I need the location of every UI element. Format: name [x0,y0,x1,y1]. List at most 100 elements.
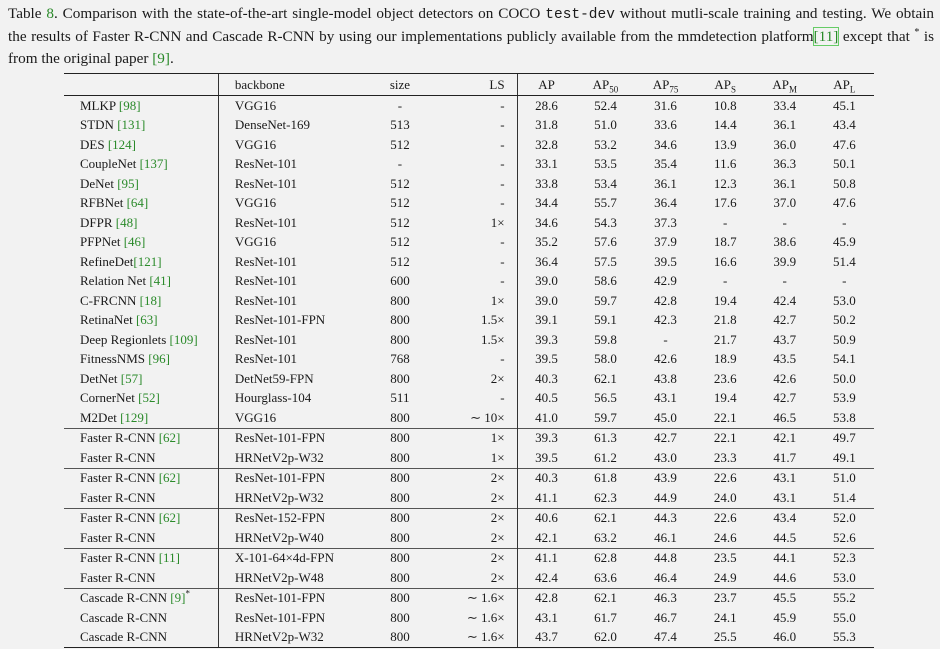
cell-method: Faster R-CNN [62] [64,507,219,528]
cell-method: Faster R-CNN [64,448,218,468]
table-row: DeNet [95] ResNet-101 512-33.8 53.4 36.1 12.3… [64,174,874,194]
method-citation[interactable]: [98] [118,97,141,113]
method-name: Faster R-CNN [80,569,156,585]
cell-ap75: 42.7 [635,427,696,448]
cell-ls: - [500,273,505,289]
method-citation[interactable]: [52] [138,390,160,406]
cell-method: CornerNet [52] [64,389,218,409]
method-name: Faster R-CNN [80,510,159,526]
cell-ls: 2× [490,370,505,386]
method-name: C-FRCNN [80,292,140,308]
cell-method: DFPR [48] [64,213,218,233]
cell-method: RFBNet [64] [64,194,218,214]
header-aps-label: AP [714,76,731,92]
cell-backbone: ResNet-101-FPN [217,467,368,488]
method-citation[interactable]: [109] [169,331,198,347]
method-name: Cascade R-CNN [80,629,168,645]
cell-apl: 50.2 [832,312,856,328]
table-row: DFPR [48] ResNet-101 512 1× 34.6 54.3 37.3- - - [64,213,874,233]
method-name: Faster R-CNN [80,529,156,545]
cell-ap75: 43.9 [635,467,696,488]
cell-method: Cascade R-CNN [9]* [64,587,219,608]
method-citation[interactable]: [9] [170,590,186,606]
caption-table-number[interactable]: 8 [46,5,54,22]
method-citation[interactable]: [64] [126,195,149,211]
cell-backbone: X-101-64×4d-FPN [217,547,368,568]
header-apl: APL [814,73,874,96]
header-apl-label: AP [833,76,850,92]
cell-ap75: 39.5 [654,253,677,269]
table-row: C-FRCNN [18] ResNet-101 800 1× 39.0 59.7 42.8 1… [64,291,874,311]
cell-size: 800 [390,569,410,585]
method-citation[interactable]: [131] [117,117,146,133]
method-citation[interactable]: [57] [120,370,143,386]
cell-ap: 31.8 [516,115,576,135]
cell-apm: 43.5 [773,351,797,367]
cell-ap: 34.4 [516,193,576,213]
cell-backbone: ResNet-101 [217,291,368,311]
table-row: STDN [131] DenseNet-169 513-31.8 51.0 33.6 14… [64,115,874,135]
cell-ls: - [500,175,505,191]
cell-ap: 40.3 [516,467,576,488]
method-citation[interactable]: [18] [139,292,162,308]
cell-ap75: 37.9 [654,234,677,250]
cell-ls: ∼ 1.6× [466,609,505,625]
method-citation[interactable]: [121] [133,253,162,269]
method-citation[interactable]: [11] [158,550,180,566]
cell-size: 512 [390,175,410,191]
cell-backbone: ResNet-101 [217,271,368,291]
cell-ap50: 62.0 [575,627,636,648]
method-citation[interactable]: [96] [148,351,170,367]
cell-aps: 22.1 [695,427,755,448]
method-name: STDN [80,117,118,133]
cell-ls: 1.5× [481,312,505,328]
cell-ap75: 42.8 [654,292,677,308]
table-row: DetNet [57] DetNet59-FPN 800 2× 40.3 62.1 43.8… [64,369,874,389]
header-aps: APS [695,73,755,96]
cell-apl: 45.9 [832,234,856,250]
cell-apl: - [842,214,847,230]
header-ap50: AP50 [575,73,636,96]
cell-ls: - [500,351,505,367]
cell-apl: 51.4 [832,489,856,505]
cell-method: FitnessNMS [96] [64,350,218,370]
table-row: M2Det [129] VGG16 800 ∼ 10× 41.0 59.7 45.0 22.1… [64,408,874,428]
cell-apm: 45.5 [754,587,815,608]
cell-backbone: DenseNet-169 [217,115,368,135]
method-citation[interactable]: [129] [120,409,149,425]
method-citation[interactable]: [46] [123,234,146,250]
table-row: Faster R-CNN HRNetV2p-W32 800 1× 39.5 61.2 43.… [64,448,874,468]
header-ap50-label: AP [592,76,610,92]
method-name: M2Det [80,409,121,425]
cell-apm: 43.1 [773,489,797,505]
cell-size: 800 [367,587,433,608]
cell-ls: - [500,195,505,211]
method-citation[interactable]: [62] [158,470,181,486]
cell-size: 800 [367,507,433,528]
cell-backbone: ResNet-101-FPN [217,427,368,448]
method-citation[interactable]: [124] [107,136,136,152]
cell-method: Cascade R-CNN [64,608,218,628]
cell-aps: 22.6 [695,467,755,488]
header-ap50-sub: 50 [609,84,619,95]
cell-ap75: 45.0 [654,409,677,425]
table-row: Faster R-CNN [62] ResNet-101-FPN 800 1× 39.3… [64,427,874,448]
method-citation[interactable]: [62] [158,430,181,446]
cell-ap: 41.0 [516,408,576,428]
method-citation[interactable]: [137] [139,156,168,172]
cell-backbone: HRNetV2p-W32 [217,448,368,468]
method-name: Faster R-CNN [80,550,159,566]
method-citation[interactable]: [63] [135,312,158,328]
cell-ap50: 55.7 [594,195,617,211]
cell-ap50: 62.3 [594,489,617,505]
caption-cite-original[interactable]: [9] [152,50,170,67]
cell-method: Faster R-CNN [64,488,218,508]
method-citation[interactable]: [95] [117,175,139,191]
method-citation[interactable]: [48] [115,214,138,230]
cell-method: DetNet [57] [64,369,218,389]
header-method [64,73,219,96]
method-citation[interactable]: [41] [149,273,171,289]
cell-ap75: 44.3 [635,507,696,528]
method-citation[interactable]: [62] [158,510,181,526]
caption-cite-mmdetection[interactable]: [11] [812,27,840,46]
